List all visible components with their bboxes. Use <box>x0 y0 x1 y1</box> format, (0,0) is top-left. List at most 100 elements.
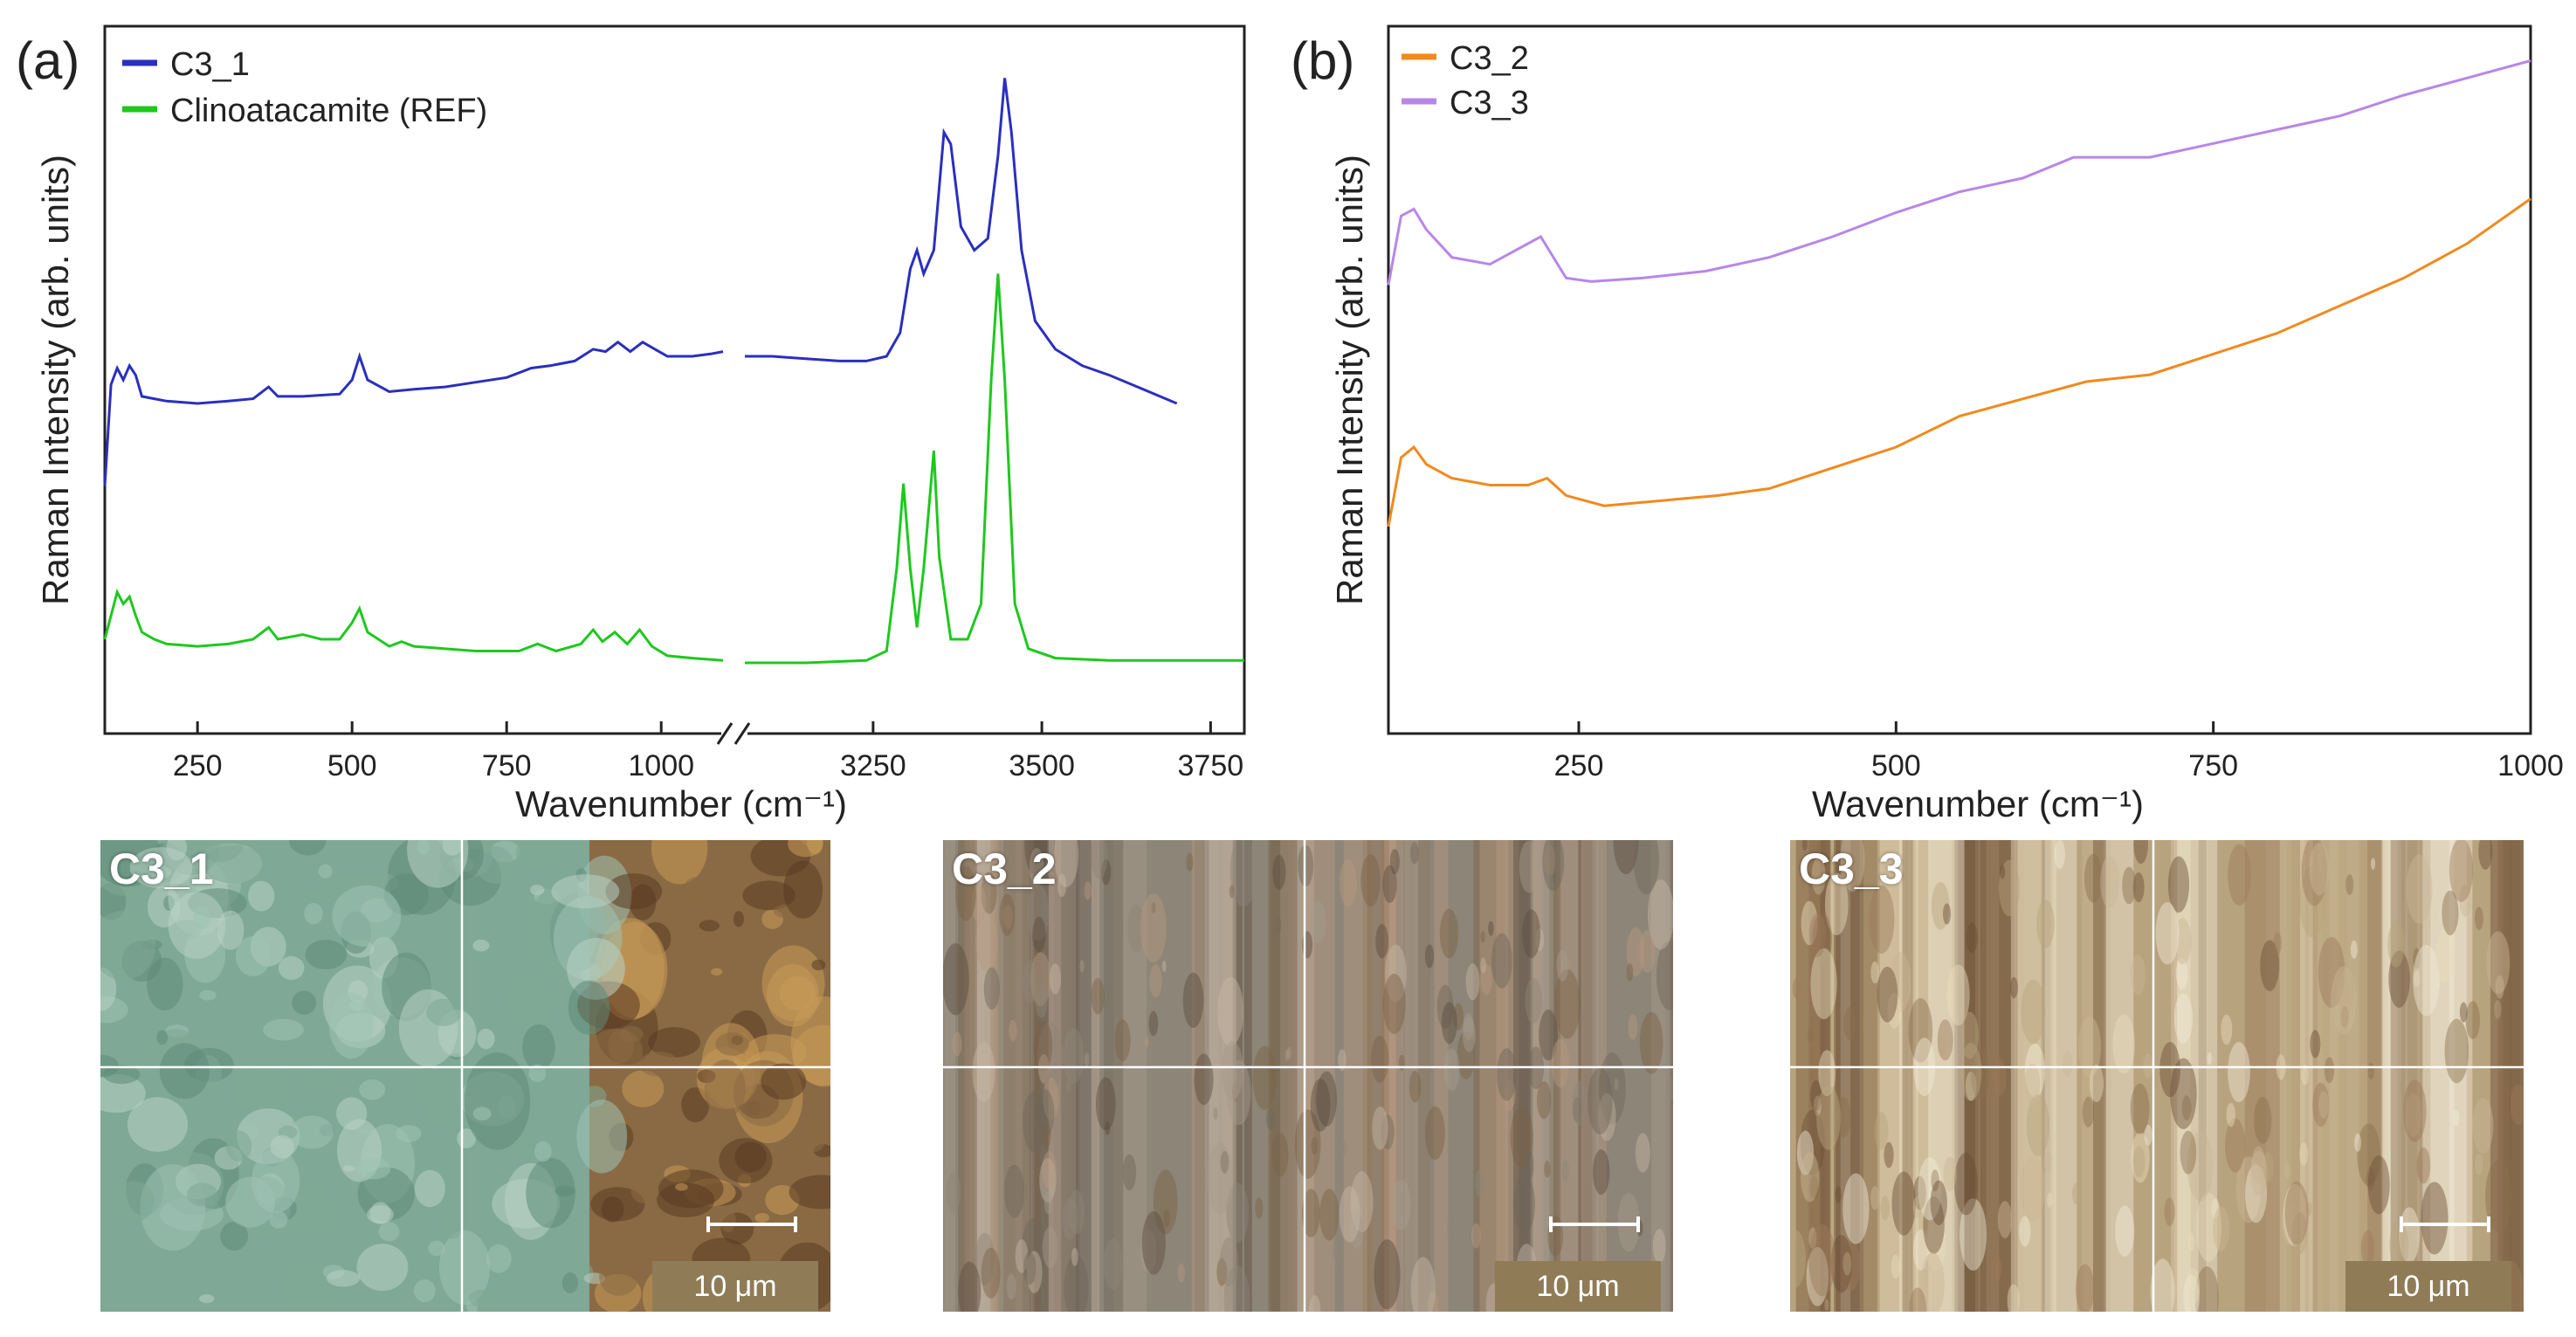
texture-streak <box>1982 840 2009 1312</box>
texture-blob <box>2388 950 2410 1008</box>
micrograph-texture <box>1790 840 2524 1312</box>
texture-blob <box>955 865 976 921</box>
texture-blob <box>761 1063 807 1100</box>
texture-streak <box>2173 840 2208 1312</box>
texture-streak <box>2364 840 2401 1312</box>
texture-streak <box>1898 840 1936 1312</box>
texture-blob <box>288 840 327 856</box>
texture-streak <box>2304 840 2318 1312</box>
x-tick-label: 250 <box>173 749 223 782</box>
texture-blob <box>127 1097 189 1152</box>
texture-streak <box>2500 840 2509 1312</box>
texture-blob <box>159 1043 210 1099</box>
panel-a: (a) C3_1 Clinoatacamite (REF) 250 500 750 1… <box>16 24 1246 824</box>
micrograph-c3-2: C3_2 10 μm <box>943 840 1673 1312</box>
texture-blob <box>1084 1052 1090 1067</box>
series-line-c3-1-seg0 <box>103 340 724 486</box>
texture-streak <box>1384 840 1391 1312</box>
texture-blob <box>1041 1122 1051 1149</box>
texture-streak <box>1280 840 1315 1312</box>
texture-streak <box>1879 840 1912 1312</box>
texture-streak <box>1003 840 1041 1312</box>
texture-streak <box>1846 840 1877 1312</box>
texture-blob <box>2250 1150 2268 1196</box>
series-line-c3-1-seg1 <box>745 78 1178 405</box>
texture-streak <box>1473 840 1511 1312</box>
texture-blob <box>2112 1014 2135 1074</box>
texture-blob <box>1140 892 1167 963</box>
texture-streak <box>1113 840 1147 1312</box>
texture-blob <box>1310 900 1326 944</box>
texture-blob <box>601 1196 624 1223</box>
texture-blob <box>1339 859 1358 907</box>
texture-blob <box>413 1279 436 1303</box>
texture-blob <box>2159 1042 2181 1098</box>
texture-blob <box>2207 1051 2213 1065</box>
texture-blob <box>2195 1192 2222 1262</box>
micrograph-texture <box>100 840 830 1312</box>
texture-streak <box>1404 840 1431 1312</box>
texture-blob <box>2084 853 2103 903</box>
texture-blob <box>1525 977 1543 1024</box>
texture-blob <box>568 980 610 1035</box>
texture-streak <box>2387 840 2415 1312</box>
texture-blob <box>2130 1083 2150 1134</box>
texture-streak <box>1204 840 1236 1312</box>
texture-blob <box>472 939 490 952</box>
texture-blob <box>2251 1146 2266 1184</box>
texture-blob <box>1809 913 1826 957</box>
texture-blob <box>2221 1014 2233 1045</box>
texture-blob <box>622 1070 665 1107</box>
texture-blob <box>326 1270 361 1287</box>
texture-blob <box>1474 1169 1485 1197</box>
texture-streak <box>1830 840 1854 1312</box>
texture-blob <box>1635 1133 1650 1173</box>
texture-streak <box>1513 840 1550 1312</box>
panel-a-x-ticks: 250 500 750 1000 3250 3500 3750 <box>173 721 1243 782</box>
texture-blob <box>1561 1160 1570 1182</box>
texture-streak <box>969 840 994 1312</box>
texture-blob <box>2020 1154 2046 1223</box>
texture-blob <box>1375 923 1389 959</box>
texture-streak <box>1931 840 1957 1312</box>
series-line-c3-3 <box>1387 59 2531 286</box>
texture-blob <box>1960 1198 1987 1272</box>
texture-streak <box>2022 840 2050 1312</box>
texture-blob <box>2021 979 2046 1044</box>
texture-blob <box>2132 1146 2146 1178</box>
texture-blob <box>1816 1085 1841 1150</box>
x-tick-label: 1000 <box>628 749 694 782</box>
texture-streak <box>1578 840 1597 1312</box>
texture-blob <box>2421 1182 2449 1255</box>
texture-blob <box>946 1172 961 1213</box>
texture-blob <box>2036 899 2055 948</box>
texture-blob <box>1350 1171 1374 1233</box>
texture-blob <box>823 840 830 853</box>
texture-blob <box>305 940 347 970</box>
texture-blob <box>1349 1211 1364 1250</box>
micrograph-label: C3_2 <box>952 844 1057 893</box>
texture-blob <box>802 1115 828 1153</box>
texture-streak <box>2103 840 2134 1312</box>
x-tick-label: 3500 <box>1009 749 1075 782</box>
texture-blob <box>2283 1183 2307 1247</box>
texture-blob <box>1066 1079 1072 1093</box>
texture-blob <box>1341 1140 1347 1155</box>
texture-blob <box>2399 1207 2421 1264</box>
texture-streak <box>2490 840 2524 1312</box>
texture-blob <box>2324 1057 2335 1084</box>
texture-streak <box>2308 840 2329 1312</box>
texture-blob <box>1587 1067 1613 1135</box>
texture-blob <box>140 1164 206 1251</box>
texture-blob <box>1023 1251 1037 1285</box>
texture-blob <box>1054 840 1079 887</box>
texture-streak <box>1809 840 1831 1312</box>
texture-blob <box>472 1106 492 1121</box>
texture-blob <box>2173 918 2192 965</box>
texture-blob <box>1333 1234 1344 1265</box>
texture-blob <box>981 1247 1001 1299</box>
texture-streak <box>2016 840 2053 1312</box>
texture-streak <box>1343 840 1367 1312</box>
texture-blob <box>414 1169 445 1208</box>
texture-blob <box>2357 1123 2381 1186</box>
